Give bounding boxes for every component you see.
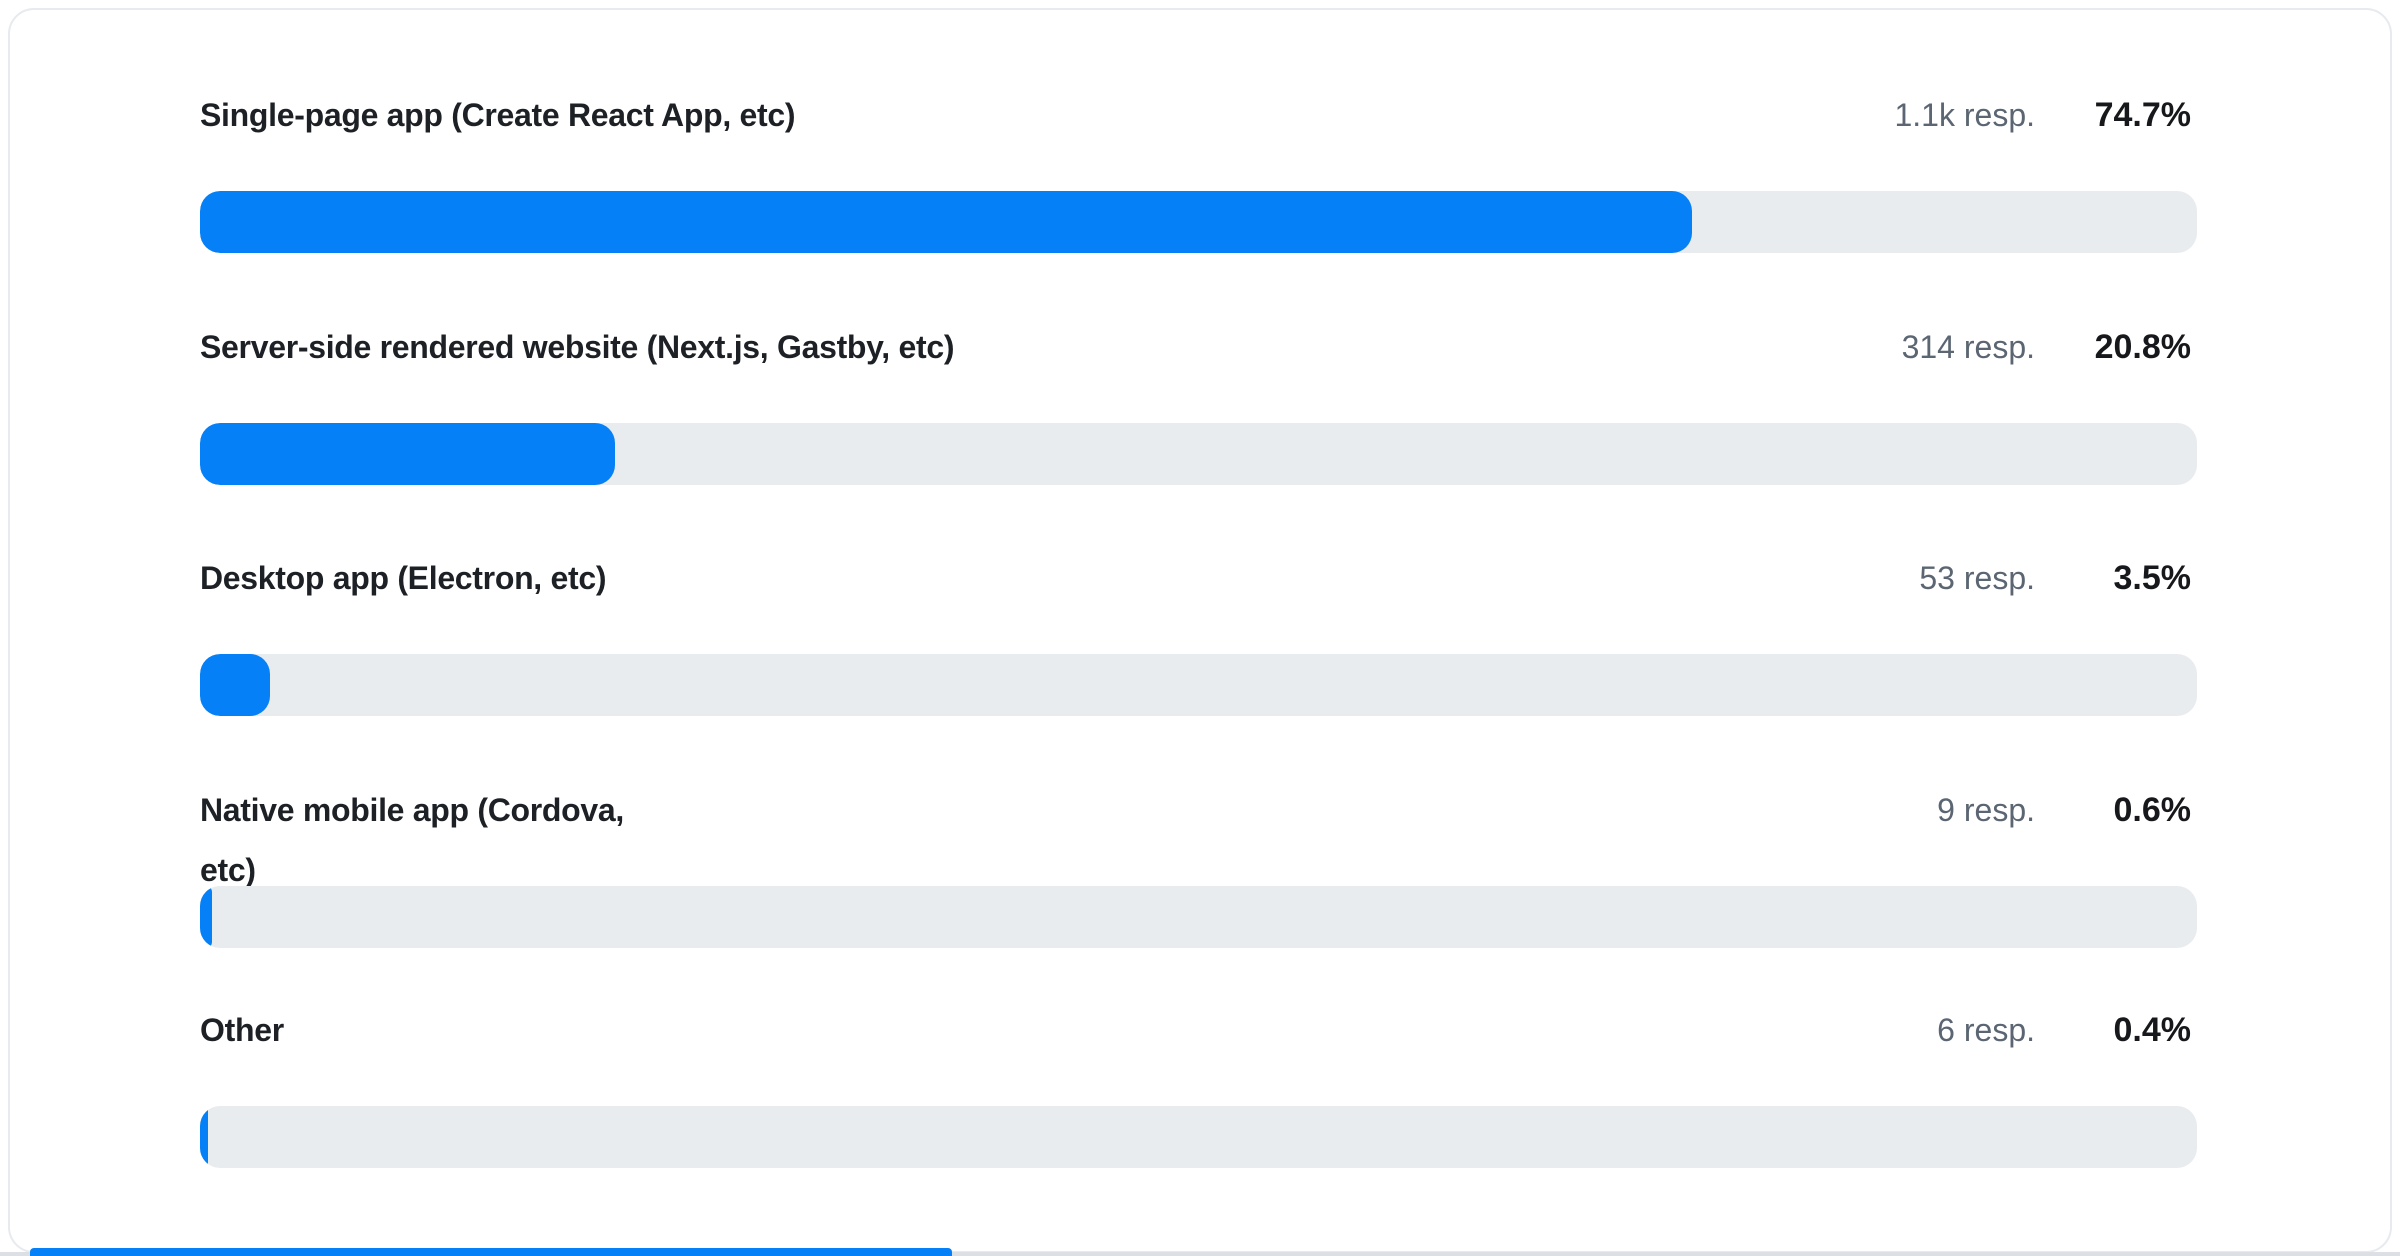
percent-value: 74.7% — [2094, 96, 2191, 134]
bar-fill — [200, 191, 1692, 253]
answer-row: Single-page app (Create React App, etc) … — [200, 85, 2197, 253]
answer-label: Other — [200, 1012, 284, 1048]
card-bottom-edge — [0, 1252, 2400, 1256]
bar-track — [200, 1106, 2197, 1168]
response-count: 6 resp. — [1937, 1012, 2035, 1048]
bar-fill — [200, 423, 616, 485]
percent-value: 3.5% — [2113, 559, 2192, 597]
bar-fill — [200, 1106, 208, 1168]
bar-track — [200, 423, 2197, 485]
response-count: 314 resp. — [1901, 329, 2035, 365]
response-count: 9 resp. — [1937, 792, 2035, 828]
percent-value: 0.4% — [2113, 1011, 2192, 1049]
answer-row: Desktop app (Electron, etc) 53 resp. 3.5… — [200, 548, 2197, 716]
response-count: 53 resp. — [1919, 560, 2035, 596]
bar-fill — [200, 886, 212, 948]
response-count: 1.1k resp. — [1894, 97, 2035, 133]
answer-label: Desktop app (Electron, etc) — [200, 560, 607, 596]
answer-label: Server-side rendered website (Next.js, G… — [200, 329, 955, 365]
bar-track — [200, 191, 2197, 253]
percent-value: 0.6% — [2113, 791, 2192, 829]
answer-row: Native mobile app (Cordova, etc) 9 resp.… — [200, 780, 2197, 948]
percent-value: 20.8% — [2094, 328, 2191, 366]
bar-track — [200, 886, 2197, 948]
horizontal-scrollbar-thumb[interactable] — [30, 1248, 952, 1256]
bar-track — [200, 654, 2197, 716]
answer-label: Native mobile app (Cordova, etc) — [200, 792, 624, 888]
answer-row: Other 6 resp. 0.4% — [200, 1000, 2197, 1168]
answer-row: Server-side rendered website (Next.js, G… — [200, 317, 2197, 485]
answer-label: Single-page app (Create React App, etc) — [200, 97, 796, 133]
bar-fill — [200, 654, 270, 716]
